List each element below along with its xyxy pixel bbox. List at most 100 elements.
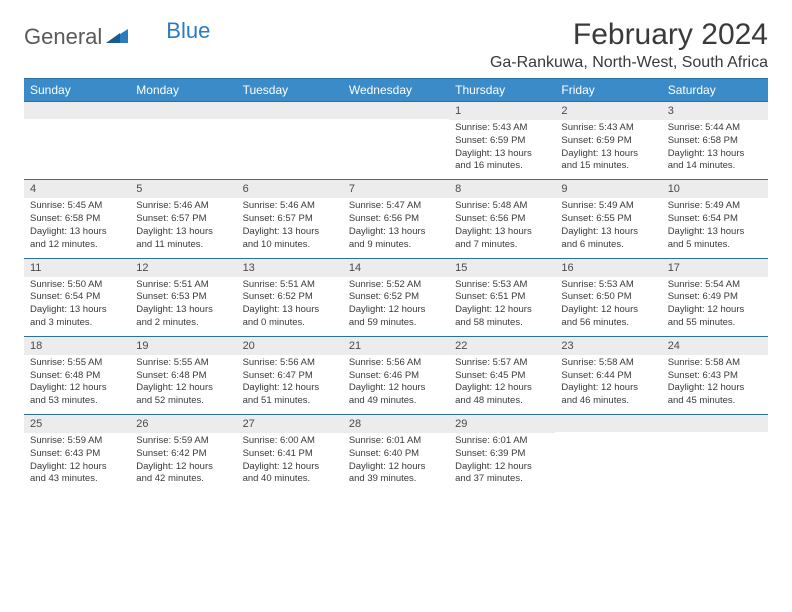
daylight-line1: Daylight: 12 hours	[561, 304, 655, 317]
daylight-line1: Daylight: 13 hours	[668, 226, 762, 239]
page-header: General Blue February 2024 Ga-Rankuwa, N…	[24, 18, 768, 72]
day-number: 16	[555, 258, 661, 277]
day-body	[237, 119, 343, 177]
daylight-line2: and 3 minutes.	[30, 317, 124, 330]
sunset-text: Sunset: 6:52 PM	[243, 291, 337, 304]
daylight-line2: and 9 minutes.	[349, 239, 443, 252]
day-body	[555, 432, 661, 490]
calendar-cell	[343, 101, 449, 179]
weekday-thu: Thursday	[449, 79, 555, 102]
day-number	[130, 101, 236, 119]
day-body: Sunrise: 5:53 AMSunset: 6:51 PMDaylight:…	[449, 277, 555, 336]
month-title: February 2024	[490, 18, 768, 52]
daylight-line1: Daylight: 13 hours	[455, 226, 549, 239]
day-number: 12	[130, 258, 236, 277]
sunset-text: Sunset: 6:55 PM	[561, 213, 655, 226]
daylight-line1: Daylight: 13 hours	[561, 226, 655, 239]
day-number: 22	[449, 336, 555, 355]
daylight-line1: Daylight: 12 hours	[561, 382, 655, 395]
day-number: 13	[237, 258, 343, 277]
day-number: 9	[555, 179, 661, 198]
day-number: 20	[237, 336, 343, 355]
daylight-line2: and 46 minutes.	[561, 395, 655, 408]
calendar-cell: 4Sunrise: 5:45 AMSunset: 6:58 PMDaylight…	[24, 179, 130, 257]
daylight-line2: and 56 minutes.	[561, 317, 655, 330]
sunset-text: Sunset: 6:48 PM	[30, 370, 124, 383]
daylight-line1: Daylight: 12 hours	[243, 382, 337, 395]
daylight-line2: and 7 minutes.	[455, 239, 549, 252]
day-body: Sunrise: 5:48 AMSunset: 6:56 PMDaylight:…	[449, 198, 555, 257]
daylight-line1: Daylight: 12 hours	[136, 382, 230, 395]
calendar-cell: 22Sunrise: 5:57 AMSunset: 6:45 PMDayligh…	[449, 336, 555, 414]
day-body: Sunrise: 5:59 AMSunset: 6:42 PMDaylight:…	[130, 433, 236, 492]
calendar-cell: 28Sunrise: 6:01 AMSunset: 6:40 PMDayligh…	[343, 414, 449, 492]
calendar-cell	[237, 101, 343, 179]
daylight-line2: and 45 minutes.	[668, 395, 762, 408]
daylight-line2: and 52 minutes.	[136, 395, 230, 408]
day-body	[662, 432, 768, 490]
day-body: Sunrise: 5:50 AMSunset: 6:54 PMDaylight:…	[24, 277, 130, 336]
sunset-text: Sunset: 6:47 PM	[243, 370, 337, 383]
day-number: 1	[449, 101, 555, 120]
daylight-line1: Daylight: 13 hours	[561, 148, 655, 161]
sunrise-text: Sunrise: 5:51 AM	[243, 279, 337, 292]
sunrise-text: Sunrise: 5:55 AM	[30, 357, 124, 370]
calendar-cell	[662, 414, 768, 492]
calendar-week-row: 18Sunrise: 5:55 AMSunset: 6:48 PMDayligh…	[24, 336, 768, 414]
calendar-cell: 17Sunrise: 5:54 AMSunset: 6:49 PMDayligh…	[662, 258, 768, 336]
sunrise-text: Sunrise: 5:49 AM	[668, 200, 762, 213]
sunset-text: Sunset: 6:41 PM	[243, 448, 337, 461]
day-number: 4	[24, 179, 130, 198]
daylight-line1: Daylight: 12 hours	[349, 304, 443, 317]
calendar-cell: 14Sunrise: 5:52 AMSunset: 6:52 PMDayligh…	[343, 258, 449, 336]
daylight-line1: Daylight: 13 hours	[668, 148, 762, 161]
sunrise-text: Sunrise: 5:59 AM	[30, 435, 124, 448]
calendar-cell: 7Sunrise: 5:47 AMSunset: 6:56 PMDaylight…	[343, 179, 449, 257]
sunset-text: Sunset: 6:54 PM	[668, 213, 762, 226]
title-block: February 2024 Ga-Rankuwa, North-West, So…	[490, 18, 768, 72]
day-body: Sunrise: 5:58 AMSunset: 6:44 PMDaylight:…	[555, 355, 661, 414]
daylight-line2: and 55 minutes.	[668, 317, 762, 330]
daylight-line2: and 39 minutes.	[349, 473, 443, 486]
sunrise-text: Sunrise: 5:56 AM	[349, 357, 443, 370]
day-body: Sunrise: 5:46 AMSunset: 6:57 PMDaylight:…	[237, 198, 343, 257]
day-body: Sunrise: 5:56 AMSunset: 6:47 PMDaylight:…	[237, 355, 343, 414]
weekday-mon: Monday	[130, 79, 236, 102]
daylight-line1: Daylight: 12 hours	[30, 382, 124, 395]
sunrise-text: Sunrise: 5:52 AM	[349, 279, 443, 292]
daylight-line2: and 59 minutes.	[349, 317, 443, 330]
daylight-line1: Daylight: 12 hours	[455, 382, 549, 395]
sunrise-text: Sunrise: 5:49 AM	[561, 200, 655, 213]
day-body	[24, 119, 130, 177]
sunrise-text: Sunrise: 6:00 AM	[243, 435, 337, 448]
daylight-line2: and 12 minutes.	[30, 239, 124, 252]
calendar-cell: 21Sunrise: 5:56 AMSunset: 6:46 PMDayligh…	[343, 336, 449, 414]
calendar-cell: 26Sunrise: 5:59 AMSunset: 6:42 PMDayligh…	[130, 414, 236, 492]
calendar-week-row: 11Sunrise: 5:50 AMSunset: 6:54 PMDayligh…	[24, 258, 768, 336]
calendar-cell: 23Sunrise: 5:58 AMSunset: 6:44 PMDayligh…	[555, 336, 661, 414]
sunset-text: Sunset: 6:58 PM	[668, 135, 762, 148]
sunset-text: Sunset: 6:46 PM	[349, 370, 443, 383]
day-body: Sunrise: 5:51 AMSunset: 6:53 PMDaylight:…	[130, 277, 236, 336]
day-number	[237, 101, 343, 119]
sunrise-text: Sunrise: 5:44 AM	[668, 122, 762, 135]
sunrise-text: Sunrise: 5:48 AM	[455, 200, 549, 213]
daylight-line2: and 51 minutes.	[243, 395, 337, 408]
weekday-header-row: Sunday Monday Tuesday Wednesday Thursday…	[24, 79, 768, 102]
day-body: Sunrise: 5:52 AMSunset: 6:52 PMDaylight:…	[343, 277, 449, 336]
sunrise-text: Sunrise: 5:43 AM	[561, 122, 655, 135]
day-number: 10	[662, 179, 768, 198]
calendar-cell: 29Sunrise: 6:01 AMSunset: 6:39 PMDayligh…	[449, 414, 555, 492]
day-body: Sunrise: 5:49 AMSunset: 6:54 PMDaylight:…	[662, 198, 768, 257]
daylight-line2: and 5 minutes.	[668, 239, 762, 252]
day-number: 25	[24, 414, 130, 433]
daylight-line1: Daylight: 12 hours	[349, 382, 443, 395]
calendar-week-row: 25Sunrise: 5:59 AMSunset: 6:43 PMDayligh…	[24, 414, 768, 492]
calendar-cell: 19Sunrise: 5:55 AMSunset: 6:48 PMDayligh…	[130, 336, 236, 414]
sunset-text: Sunset: 6:50 PM	[561, 291, 655, 304]
daylight-line1: Daylight: 13 hours	[30, 226, 124, 239]
calendar-cell: 11Sunrise: 5:50 AMSunset: 6:54 PMDayligh…	[24, 258, 130, 336]
daylight-line1: Daylight: 13 hours	[136, 226, 230, 239]
weekday-wed: Wednesday	[343, 79, 449, 102]
day-number: 5	[130, 179, 236, 198]
